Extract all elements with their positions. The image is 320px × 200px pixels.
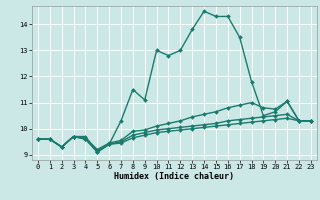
X-axis label: Humidex (Indice chaleur): Humidex (Indice chaleur) — [115, 172, 234, 181]
